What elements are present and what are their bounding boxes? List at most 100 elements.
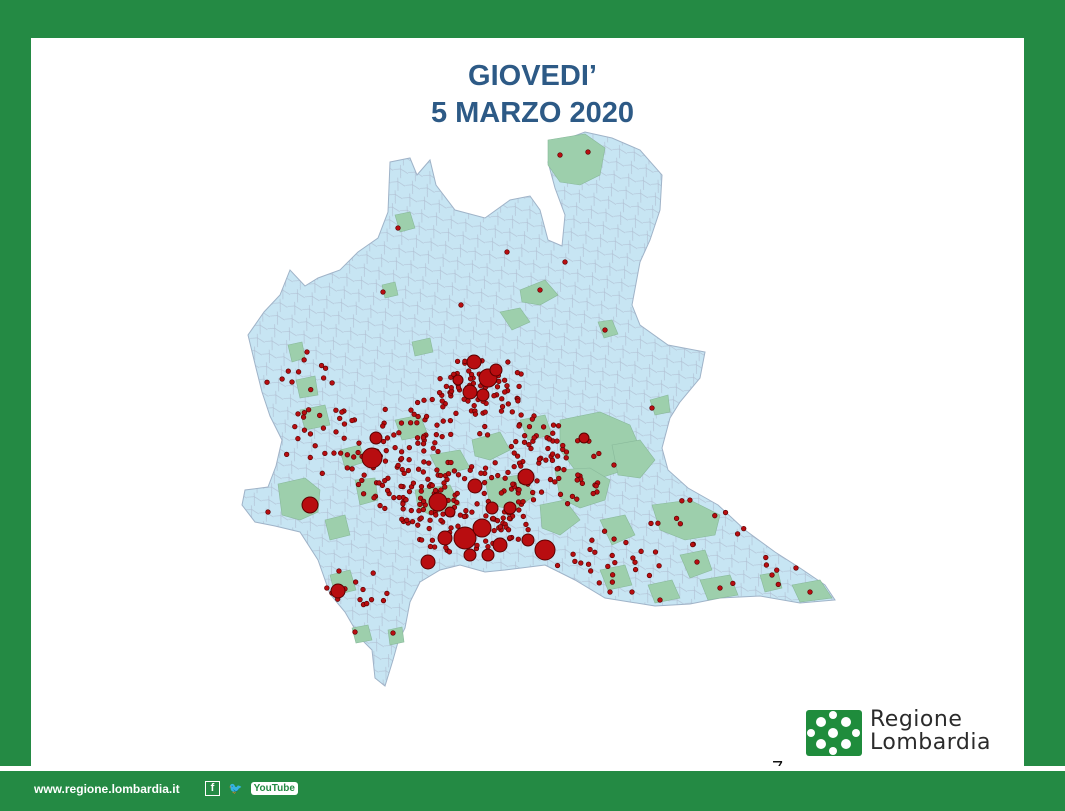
logo-line-regione: Regione bbox=[870, 707, 963, 732]
case-marker bbox=[440, 418, 446, 424]
case-marker bbox=[341, 435, 347, 441]
footer-website-link[interactable]: www.regione.lombardia.it bbox=[34, 782, 180, 796]
case-marker bbox=[284, 451, 290, 458]
case-marker bbox=[411, 411, 417, 417]
case-marker bbox=[391, 494, 397, 501]
case-marker bbox=[655, 520, 661, 526]
case-marker bbox=[289, 379, 295, 385]
case-marker bbox=[545, 445, 551, 452]
case-marker bbox=[593, 483, 599, 489]
case-marker bbox=[522, 433, 528, 439]
case-marker bbox=[368, 597, 375, 603]
case-marker bbox=[454, 358, 461, 364]
case-marker bbox=[611, 462, 617, 468]
case-marker bbox=[404, 517, 410, 523]
case-marker bbox=[629, 589, 635, 595]
case-marker bbox=[472, 518, 492, 538]
case-marker bbox=[320, 375, 327, 381]
case-marker bbox=[410, 480, 417, 486]
case-marker bbox=[426, 460, 432, 466]
case-marker bbox=[601, 528, 608, 534]
case-marker bbox=[507, 535, 513, 541]
case-marker bbox=[351, 454, 357, 460]
case-marker bbox=[468, 464, 475, 470]
case-marker bbox=[333, 429, 339, 435]
case-marker bbox=[448, 431, 454, 438]
case-marker bbox=[453, 410, 459, 416]
case-marker bbox=[609, 552, 615, 559]
case-marker bbox=[574, 477, 580, 483]
case-marker bbox=[295, 369, 302, 375]
case-marker bbox=[396, 430, 402, 436]
case-marker bbox=[382, 478, 388, 484]
case-marker bbox=[437, 376, 443, 382]
case-marker bbox=[555, 423, 562, 429]
case-marker bbox=[611, 536, 617, 542]
case-marker bbox=[652, 549, 659, 555]
case-marker bbox=[690, 541, 696, 548]
case-marker bbox=[382, 458, 389, 464]
case-marker bbox=[505, 527, 512, 533]
case-marker bbox=[439, 398, 445, 404]
case-marker bbox=[322, 365, 329, 371]
case-marker bbox=[550, 430, 556, 436]
case-marker bbox=[443, 544, 449, 551]
case-marker bbox=[505, 469, 511, 475]
case-marker bbox=[588, 568, 594, 574]
youtube-icon[interactable]: YouTube bbox=[250, 782, 298, 796]
case-marker bbox=[403, 497, 409, 503]
case-marker bbox=[570, 551, 576, 557]
facebook-icon[interactable]: f bbox=[205, 781, 220, 797]
case-marker bbox=[292, 423, 298, 430]
case-marker bbox=[502, 389, 508, 395]
case-marker bbox=[434, 467, 440, 473]
case-marker bbox=[458, 302, 464, 308]
case-marker bbox=[497, 524, 504, 530]
case-marker bbox=[515, 536, 521, 542]
case-marker bbox=[538, 489, 545, 495]
case-marker bbox=[414, 435, 421, 441]
case-marker bbox=[552, 479, 558, 485]
case-marker bbox=[337, 415, 343, 422]
case-marker bbox=[679, 498, 685, 504]
case-marker bbox=[657, 597, 663, 603]
case-marker bbox=[504, 249, 510, 255]
case-marker bbox=[557, 152, 563, 158]
case-marker bbox=[420, 469, 427, 475]
case-marker bbox=[518, 463, 524, 469]
case-marker bbox=[578, 560, 584, 566]
twitter-bird-icon[interactable]: 🐦 bbox=[228, 783, 243, 796]
case-marker bbox=[649, 405, 655, 411]
case-marker bbox=[687, 497, 693, 503]
case-marker bbox=[554, 466, 560, 472]
case-marker bbox=[562, 259, 568, 265]
case-marker bbox=[549, 451, 556, 457]
case-marker bbox=[451, 468, 458, 474]
case-marker bbox=[499, 396, 505, 402]
case-marker bbox=[592, 549, 598, 555]
case-marker bbox=[307, 431, 314, 437]
case-marker bbox=[357, 596, 363, 603]
case-marker bbox=[364, 600, 370, 607]
case-marker bbox=[295, 411, 301, 417]
case-marker bbox=[534, 539, 556, 561]
case-marker bbox=[505, 401, 511, 407]
case-marker bbox=[513, 438, 519, 445]
case-marker bbox=[492, 537, 508, 553]
case-marker bbox=[420, 506, 427, 513]
case-marker bbox=[434, 422, 440, 428]
case-marker bbox=[500, 515, 506, 521]
case-marker bbox=[472, 411, 479, 417]
logo-line-lombardia: Lombardia bbox=[870, 730, 991, 755]
case-marker bbox=[415, 522, 421, 528]
case-marker bbox=[400, 506, 406, 512]
case-marker bbox=[646, 572, 653, 579]
case-marker bbox=[414, 420, 420, 426]
case-marker bbox=[648, 520, 654, 527]
case-marker bbox=[417, 501, 423, 508]
case-marker bbox=[656, 563, 662, 569]
case-marker bbox=[531, 435, 537, 441]
case-marker bbox=[414, 399, 421, 406]
case-marker bbox=[591, 453, 597, 459]
case-marker bbox=[320, 425, 327, 431]
